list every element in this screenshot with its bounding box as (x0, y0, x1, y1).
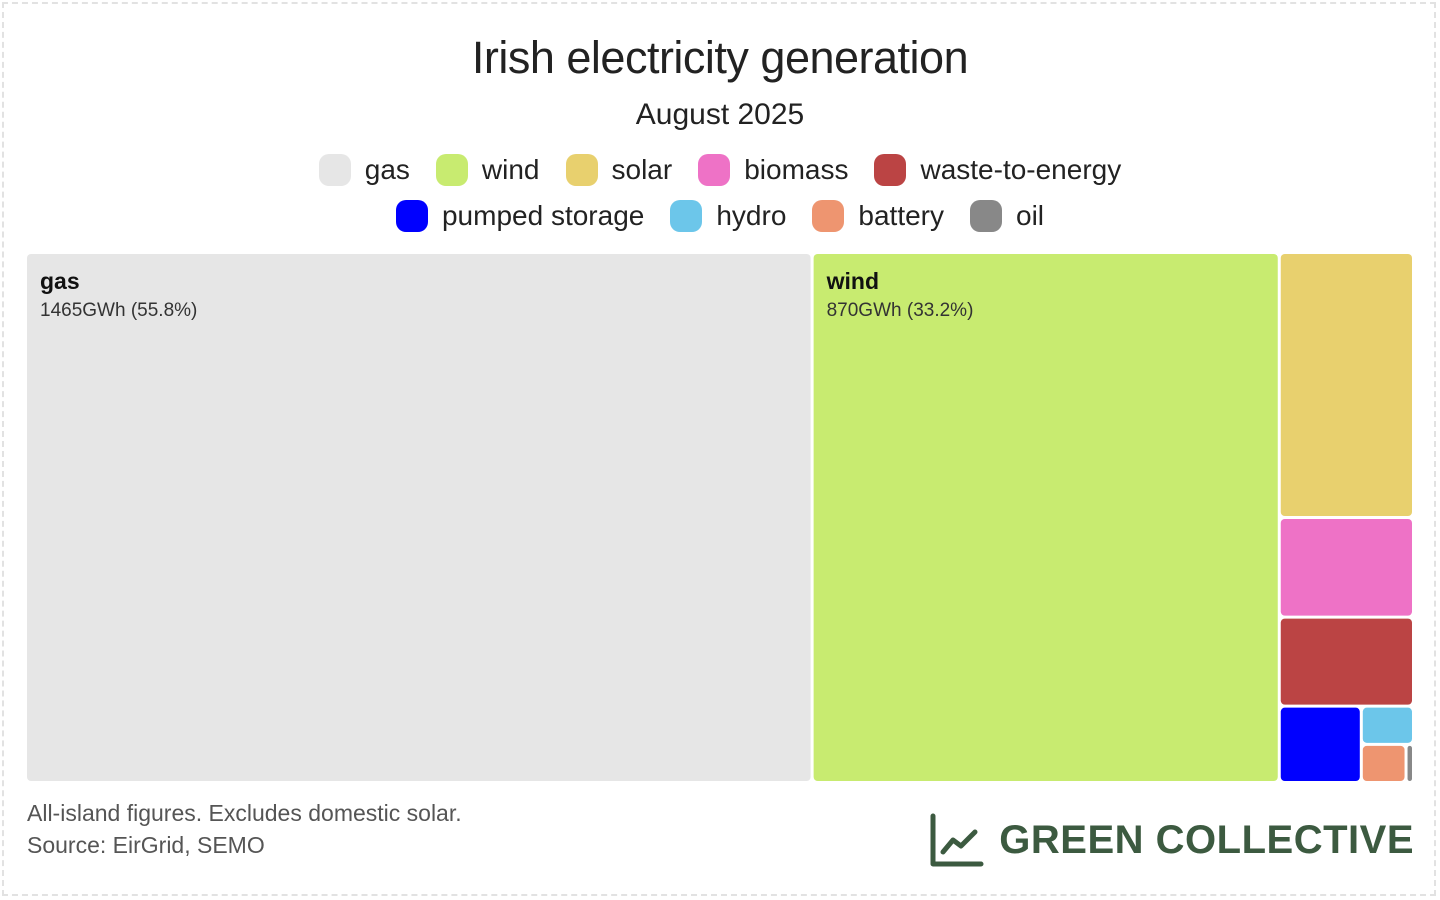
treemap-rect (1407, 745, 1412, 781)
tile-name-label: gas (40, 268, 80, 294)
footnote-coverage: All-island figures. Excludes domestic so… (27, 800, 462, 826)
legend-label: gas (364, 154, 410, 185)
treemap-rect (813, 254, 1278, 781)
legend-label: solar (611, 154, 673, 185)
legend-swatch (698, 154, 731, 186)
brand-logo: GREEN COLLECTIVE (929, 812, 1414, 868)
legend-item-biomass[interactable]: biomass (698, 154, 848, 186)
brand-name: GREEN COLLECTIVE (999, 817, 1414, 862)
legend-row-2: pumped storage hydro battery oil (0, 200, 1440, 232)
legend-swatch (395, 200, 428, 232)
legend-swatch (670, 200, 703, 232)
treemap-rect (1280, 618, 1412, 705)
legend-label: wind (481, 154, 540, 185)
legend-label: pumped storage (441, 200, 645, 231)
treemap-tile-gas[interactable]: gas 1465GWh (55.8%) (27, 254, 811, 781)
legend-label: hydro (716, 200, 787, 231)
treemap-rect (1362, 707, 1412, 743)
tile-value-label: 870GWh (33.2%) (827, 300, 974, 321)
legend-swatch (812, 200, 845, 232)
treemap-tile-solar[interactable] (1280, 254, 1412, 516)
legend-item-solar[interactable]: solar (565, 154, 673, 186)
treemap-tile-biomass[interactable] (1280, 519, 1412, 616)
treemap-tile-oil[interactable] (1407, 745, 1412, 781)
chart-title: Irish electricity generation (471, 32, 969, 83)
legend-swatch (565, 154, 598, 186)
legend-item-oil[interactable]: oil (970, 200, 1044, 232)
tile-value-label: 1465GWh (55.8%) (40, 300, 197, 321)
legend-item-wind[interactable]: wind (435, 154, 540, 186)
legend-label: waste-to-energy (920, 154, 1122, 185)
treemap-rect (1280, 254, 1412, 516)
legend-item-gas[interactable]: gas (318, 154, 410, 186)
legend-item-pumped-storage[interactable]: pumped storage (395, 200, 645, 232)
legend-label: biomass (744, 154, 849, 185)
treemap-rect (1280, 707, 1360, 781)
footnote-source: Source: EirGrid, SEMO (27, 832, 265, 858)
legend-item-battery[interactable]: battery (812, 200, 944, 232)
treemap-tile-hydro[interactable] (1362, 707, 1412, 743)
legend-swatch (435, 154, 468, 186)
tile-name-label: wind (826, 268, 879, 294)
treemap-rect (1280, 519, 1412, 616)
treemap-tile-wind[interactable]: wind 870GWh (33.2%) (813, 254, 1278, 781)
treemap-rect (27, 254, 811, 781)
legend-label: battery (858, 200, 944, 231)
legend-item-waste-to-energy[interactable]: waste-to-energy (874, 154, 1121, 186)
chart-subtitle: August 2025 (635, 98, 805, 131)
legend-row-1: gas wind solar biomass waste-to-energy (0, 154, 1440, 186)
legend-swatch (970, 200, 1002, 232)
treemap-tile-pumped-storage[interactable] (1280, 707, 1360, 781)
legend-label: oil (1016, 200, 1045, 231)
legend-item-hydro[interactable]: hydro (670, 200, 786, 232)
treemap-tile-battery[interactable] (1362, 745, 1405, 781)
treemap-tile-waste-to-energy[interactable] (1280, 618, 1412, 705)
line-chart-icon (930, 813, 984, 867)
treemap-rect (1362, 745, 1405, 781)
legend-swatch (318, 154, 351, 186)
legend-swatch (874, 154, 907, 186)
